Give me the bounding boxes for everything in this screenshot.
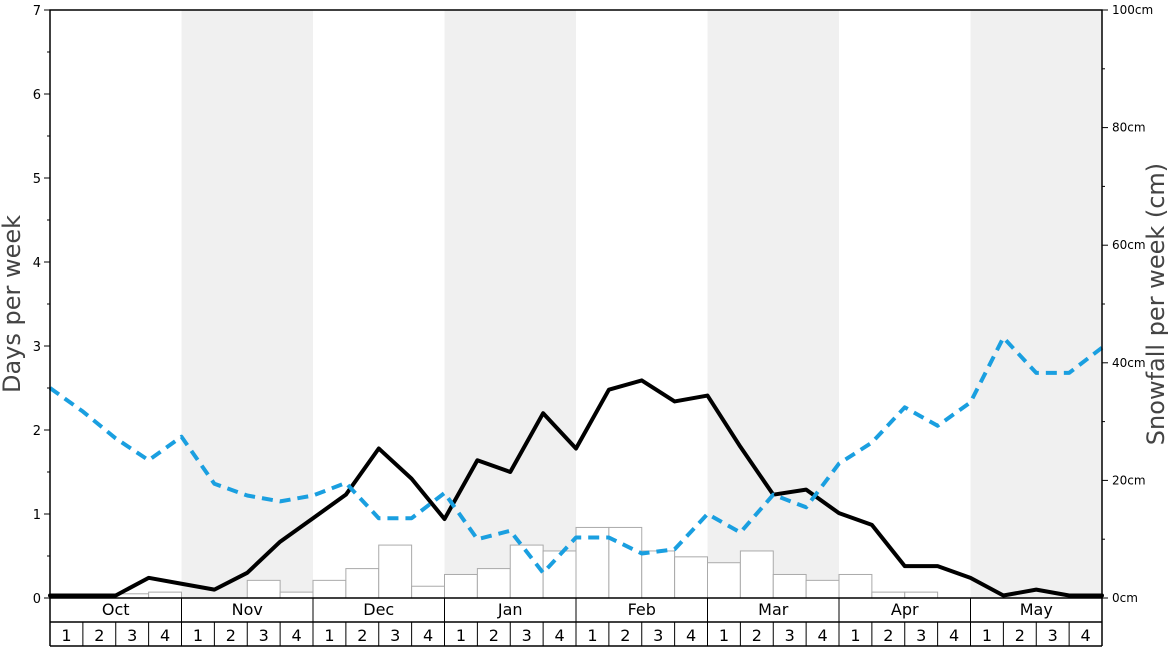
month-shading	[181, 10, 1102, 598]
month-shade-jan	[444, 10, 576, 598]
right-axis: 0cm 20cm 40cm 60cm 80cm 100cm	[1102, 3, 1153, 605]
snow-bar	[542, 550, 577, 599]
month-shade-may	[970, 10, 1102, 598]
week-label: 3	[259, 626, 269, 645]
month-shade-nov	[181, 10, 313, 598]
snow-bar	[476, 568, 511, 599]
right-tick-label: 60cm	[1112, 238, 1146, 252]
snowfall-bars	[115, 526, 939, 599]
week-label: 2	[1015, 626, 1025, 645]
month-label: Dec	[363, 600, 394, 619]
week-label: 3	[916, 626, 926, 645]
snow-bar	[772, 573, 807, 599]
month-label: Feb	[628, 600, 656, 619]
snow-bar	[674, 556, 708, 599]
week-label: 4	[160, 626, 170, 645]
week-label: 3	[653, 626, 663, 645]
snow-bar	[904, 591, 939, 599]
week-label: 3	[1048, 626, 1058, 645]
right-tick-label: 80cm	[1112, 121, 1146, 135]
week-label: 1	[982, 626, 992, 645]
left-tick-label: 0	[33, 592, 41, 607]
week-label: 2	[94, 626, 104, 645]
month-shade-mar	[707, 10, 839, 598]
snow-bar	[871, 591, 906, 599]
week-label: 3	[785, 626, 795, 645]
week-label: 4	[423, 626, 433, 645]
snow-bar	[246, 579, 281, 599]
week-label: 1	[324, 626, 334, 645]
snow-bar	[838, 573, 873, 599]
week-label: 1	[719, 626, 729, 645]
week-label: 1	[193, 626, 203, 645]
left-tick-label: 6	[33, 88, 41, 103]
week-label: 4	[554, 626, 564, 645]
left-axis-title: Days per week	[0, 215, 26, 393]
left-tick-label: 1	[33, 508, 41, 523]
week-label: 1	[456, 626, 466, 645]
right-tick-label: 0cm	[1112, 591, 1138, 605]
right-tick-label: 100cm	[1112, 3, 1153, 17]
week-label: 3	[390, 626, 400, 645]
snow-bar	[805, 579, 840, 599]
dashed-line	[48, 335, 1104, 575]
month-label: Oct	[102, 600, 130, 619]
left-tick-label: 2	[33, 424, 41, 439]
solid-line	[48, 378, 1104, 598]
month-label: Jan	[497, 600, 523, 619]
left-tick-label: 5	[33, 172, 41, 187]
month-week-axis: Oct 1 2 3 4 Nov 1 2 3 4 Dec 1 2 3 4 Jan 1 2 3 4 Feb 1 2 3 4 Mar 1 2…	[49, 598, 1103, 647]
week-label: 4	[686, 626, 696, 645]
week-label: 1	[61, 626, 71, 645]
day-lines	[48, 335, 1104, 598]
week-label: 4	[1080, 626, 1090, 645]
snow-bar	[312, 579, 347, 599]
week-label: 4	[949, 626, 959, 645]
snow-bar	[707, 562, 741, 599]
week-label: 1	[850, 626, 860, 645]
snow-bar	[148, 591, 182, 599]
right-tick-label: 40cm	[1112, 356, 1146, 370]
right-axis-title: Snowfall per week (cm)	[1142, 163, 1168, 445]
week-label: 4	[817, 626, 827, 645]
snow-bar	[279, 591, 314, 599]
week-label: 1	[587, 626, 597, 645]
snow-bar	[641, 550, 676, 599]
month-label: May	[1020, 600, 1053, 619]
week-label: 3	[127, 626, 137, 645]
month-label: Nov	[232, 600, 263, 619]
week-label: 4	[291, 626, 301, 645]
left-axis: 0 1 2 3 4 5 6 7	[33, 4, 50, 607]
week-label: 2	[752, 626, 762, 645]
snow-bar	[739, 550, 774, 599]
week-label: 2	[620, 626, 630, 645]
week-label: 2	[883, 626, 893, 645]
month-label: Apr	[891, 600, 919, 619]
snow-bar	[411, 585, 445, 599]
week-label: 3	[522, 626, 532, 645]
left-tick-label: 7	[33, 4, 41, 19]
week-label: 2	[489, 626, 499, 645]
month-label: Mar	[758, 600, 789, 619]
left-tick-label: 4	[33, 256, 41, 271]
week-label: 2	[357, 626, 367, 645]
snow-bar	[378, 544, 413, 599]
snow-bar	[345, 568, 380, 599]
week-label: 2	[226, 626, 236, 645]
right-tick-label: 20cm	[1112, 473, 1146, 487]
left-tick-label: 3	[33, 340, 41, 355]
snow-bar	[444, 573, 478, 599]
